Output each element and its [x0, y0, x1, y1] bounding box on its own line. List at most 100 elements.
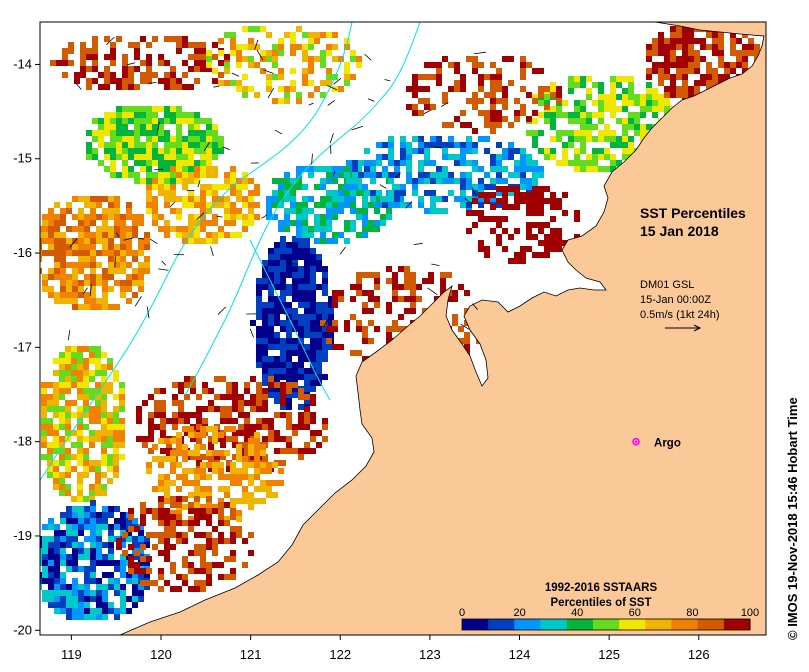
sst-pixel: [292, 314, 298, 320]
sst-pixel: [574, 106, 580, 112]
sst-pixel: [194, 432, 200, 438]
sst-pixel: [214, 394, 220, 400]
sst-pixel: [322, 266, 328, 272]
sst-pixel: [140, 502, 146, 508]
sst-pixel: [304, 448, 310, 454]
sst-pixel: [622, 76, 628, 82]
sst-pixel: [214, 376, 220, 382]
sst-pixel: [520, 172, 526, 178]
sst-pixel: [496, 154, 502, 160]
sst-pixel: [466, 142, 472, 148]
current-vector: [73, 80, 82, 90]
sst-pixel: [520, 62, 526, 68]
sst-pixel: [412, 110, 418, 116]
sst-pixel: [478, 178, 484, 184]
sst-pixel: [200, 220, 206, 226]
sst-pixel: [170, 450, 176, 456]
sst-pixel: [592, 100, 598, 106]
sst-pixel: [90, 572, 96, 578]
sst-pixel: [244, 448, 250, 454]
sst-pixel: [47, 418, 53, 424]
sst-pixel: [266, 462, 272, 468]
sst-pixel: [96, 518, 102, 524]
sst-pixel: [95, 436, 101, 442]
sst-pixel: [84, 274, 90, 280]
sst-pixel: [77, 358, 83, 364]
sst-pixel: [268, 376, 274, 382]
sst-pixel: [490, 154, 496, 160]
sst-pixel: [212, 432, 218, 438]
sst-pixel: [272, 98, 278, 104]
sst-pixel: [120, 518, 126, 524]
sst-pixel: [53, 400, 59, 406]
sst-pixel: [400, 202, 406, 208]
sst-pixel: [742, 44, 748, 50]
sst-pixel: [496, 142, 502, 148]
sst-pixel: [128, 568, 134, 574]
sst-pixel: [48, 286, 54, 292]
sst-pixel: [298, 418, 304, 424]
sst-pixel: [532, 198, 538, 204]
sst-pixel: [90, 548, 96, 554]
sst-pixel: [424, 74, 430, 80]
sst-pixel: [90, 292, 96, 298]
sst-pixel: [148, 430, 154, 436]
sst-pixel: [146, 124, 152, 130]
sst-pixel: [236, 196, 242, 202]
sst-pixel: [182, 450, 188, 456]
sst-pixel: [272, 74, 278, 80]
sst-pixel: [146, 462, 152, 468]
sst-pixel: [338, 196, 344, 202]
sst-pixel: [344, 226, 350, 232]
sst-pixel: [230, 568, 236, 574]
sst-pixel: [248, 44, 254, 50]
current-vector: [332, 171, 336, 177]
sst-pixel: [120, 262, 126, 268]
sst-pixel: [436, 166, 442, 172]
sst-pixel: [128, 154, 134, 160]
sst-pixel: [212, 450, 218, 456]
sst-pixel: [190, 454, 196, 460]
sst-pixel: [592, 124, 598, 130]
sst-pixel: [84, 220, 90, 226]
sst-pixel: [65, 382, 71, 388]
sst-pixel: [286, 412, 292, 418]
sst-pixel: [278, 68, 284, 74]
sst-pixel: [40, 244, 42, 250]
sst-pixel: [242, 26, 248, 32]
current-vector: [196, 212, 205, 220]
sst-pixel: [40, 226, 42, 232]
sst-pixel: [610, 82, 616, 88]
sst-pixel: [230, 426, 236, 432]
sst-pixel: [42, 536, 48, 542]
sst-pixel: [326, 166, 332, 172]
sst-pixel: [550, 118, 556, 124]
sst-pixel: [350, 74, 356, 80]
sst-pixel: [430, 190, 436, 196]
sst-pixel: [152, 508, 158, 514]
sst-pixel: [138, 274, 144, 280]
sst-pixel: [442, 98, 448, 104]
sst-pixel: [47, 394, 53, 400]
sst-pixel: [544, 94, 550, 100]
sst-pixel: [248, 190, 254, 196]
sst-pixel: [90, 542, 96, 548]
sst-pixel: [164, 106, 170, 112]
sst-pixel: [730, 32, 736, 38]
sst-pixel: [478, 74, 484, 80]
sst-pixel: [66, 566, 72, 572]
sst-pixel: [188, 426, 194, 432]
sst-pixel: [190, 376, 196, 382]
sst-pixel: [532, 210, 538, 216]
sst-pixel: [128, 106, 134, 112]
sst-pixel: [188, 214, 194, 220]
sst-pixel: [164, 514, 170, 520]
sst-pixel: [256, 338, 262, 344]
sst-pixel: [392, 320, 398, 326]
sst-pixel: [640, 130, 646, 136]
sst-pixel: [200, 196, 206, 202]
sst-pixel: [418, 148, 424, 154]
sst-pixel: [146, 196, 152, 202]
sst-pixel: [332, 166, 338, 172]
sst-pixel: [41, 406, 47, 412]
